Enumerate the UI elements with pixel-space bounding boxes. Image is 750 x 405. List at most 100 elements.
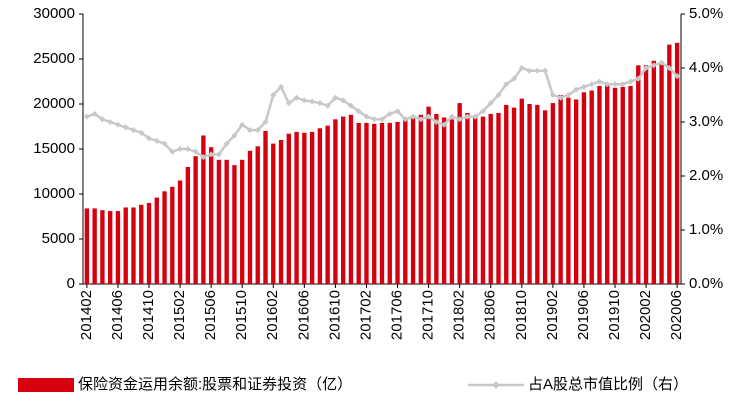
line-marker <box>161 140 168 147</box>
bar <box>674 42 680 284</box>
bar <box>605 85 610 284</box>
line-marker <box>479 108 486 115</box>
line-marker <box>324 102 331 109</box>
y-tick-label: 0 <box>67 275 75 292</box>
bar <box>550 103 556 284</box>
bar <box>247 150 253 284</box>
line-marker <box>588 81 595 88</box>
y2-tick-label: 4.0% <box>689 59 723 76</box>
line-marker <box>627 78 634 85</box>
line-marker <box>332 94 339 101</box>
line-marker <box>363 113 370 120</box>
y2-tick-label: 1.0% <box>689 221 723 238</box>
bar <box>379 122 385 285</box>
x-tick-label: 201610 <box>326 290 343 340</box>
line-marker <box>534 67 541 74</box>
y-tick-label: 25000 <box>33 50 75 67</box>
line-marker <box>542 67 549 74</box>
line-marker <box>635 75 642 82</box>
x-tick-label: 201802 <box>451 290 468 340</box>
bar <box>519 98 524 284</box>
bar <box>449 119 455 284</box>
x-tick-label: 201406 <box>109 290 126 340</box>
bar <box>426 106 431 284</box>
line-marker <box>371 116 378 123</box>
line-marker <box>448 113 455 120</box>
line-marker <box>511 75 518 82</box>
x-tick-label: 201506 <box>202 290 219 340</box>
line-marker <box>402 116 409 123</box>
legend-swatch <box>18 378 74 392</box>
x-tick-label: 201602 <box>264 290 281 340</box>
bar <box>511 107 517 284</box>
line-marker <box>153 137 160 144</box>
line-marker <box>91 110 98 117</box>
legend-marker <box>492 381 500 389</box>
x-tick-label: 201806 <box>482 290 499 340</box>
bar <box>333 119 338 284</box>
y-tick-label: 20000 <box>33 95 75 112</box>
bar <box>294 131 299 284</box>
x-tick-label: 201902 <box>544 290 561 340</box>
line-marker <box>643 65 650 71</box>
line-marker <box>487 100 494 107</box>
bar <box>434 113 439 285</box>
bar <box>193 156 198 284</box>
line-marker <box>83 113 90 120</box>
bar <box>566 97 571 284</box>
line-marker <box>200 154 207 161</box>
line-marker <box>619 81 626 88</box>
bar <box>232 165 237 284</box>
line-marker <box>573 86 580 93</box>
line-marker <box>138 129 145 136</box>
bar <box>325 125 330 284</box>
line-marker <box>580 83 587 90</box>
line-marker <box>441 121 448 128</box>
bar <box>216 159 222 284</box>
y2-tick-label: 0.0% <box>689 275 723 292</box>
line-marker <box>526 67 533 74</box>
bar <box>131 207 136 284</box>
line-marker <box>650 62 657 69</box>
bar <box>108 211 113 284</box>
bar <box>185 167 191 284</box>
line-marker <box>177 146 184 152</box>
bar <box>340 116 346 284</box>
bar <box>278 140 284 284</box>
line-marker <box>674 73 681 80</box>
x-tick-label: 202006 <box>668 290 685 340</box>
line-marker <box>464 113 471 120</box>
bar <box>441 117 447 284</box>
bar <box>581 92 587 284</box>
bar <box>309 131 315 284</box>
bar <box>123 207 128 284</box>
bar <box>317 128 323 284</box>
bar <box>139 204 144 284</box>
line-marker <box>293 94 300 101</box>
line-marker <box>262 119 269 125</box>
line-marker <box>355 108 362 115</box>
bar <box>224 159 229 284</box>
line-marker <box>503 81 510 88</box>
legend-label: 占A股总市值比例（右） <box>528 376 688 393</box>
y-tick-label: 5000 <box>42 230 75 247</box>
line-marker <box>239 121 246 128</box>
y2-tick-label: 5.0% <box>689 5 723 22</box>
bar <box>395 122 400 284</box>
x-tick-label: 201502 <box>171 290 188 340</box>
line-marker <box>309 98 316 105</box>
bar <box>255 146 260 284</box>
x-tick-label: 201510 <box>233 290 250 340</box>
bar <box>271 143 276 284</box>
bar <box>286 133 291 284</box>
bar <box>488 113 493 285</box>
line-marker <box>301 97 308 104</box>
line-marker <box>472 113 479 120</box>
line-marker <box>254 127 261 134</box>
bar <box>302 132 307 284</box>
line-marker <box>495 92 502 98</box>
bar <box>465 113 470 284</box>
line-marker <box>114 121 121 128</box>
line-marker <box>557 94 564 101</box>
